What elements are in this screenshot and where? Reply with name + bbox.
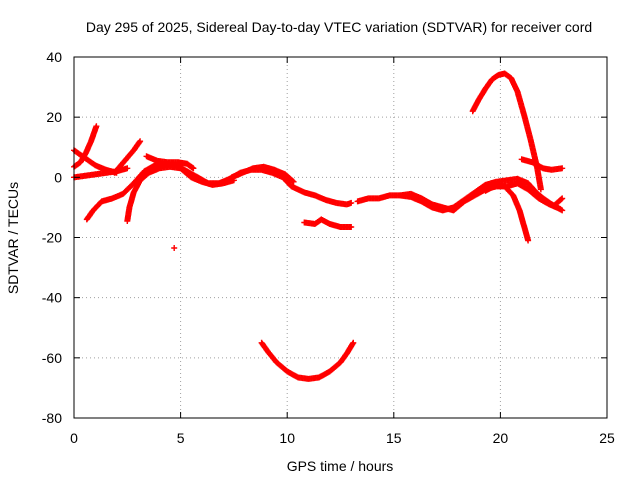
x-tick-label: 0 [70,430,78,446]
series-track-m-peak [469,70,544,193]
x-tick-label: 5 [177,430,185,446]
series-track-e-rise-3 [111,138,144,176]
y-tick-label: 40 [46,49,62,65]
x-axis-label: GPS time / hours [287,458,394,474]
y-tick-label: -60 [42,350,62,366]
series-track-i-bowl [258,339,357,382]
series-track-b-fall-1 [71,147,120,176]
y-tick-label: 0 [54,169,62,185]
x-tick-label: 15 [386,430,402,446]
data-point [137,138,144,145]
y-tick-label: -20 [42,230,62,246]
data-point [190,165,197,172]
data-point [350,339,357,346]
data-point [93,123,100,130]
data-point [124,165,131,172]
series-track-p-tail2 [529,186,566,209]
series-track-j-low [301,216,355,230]
data-point [171,245,178,251]
y-tick-label: -40 [42,290,62,306]
data-point [348,199,355,206]
data-point [559,207,566,214]
series-track-g-top [143,153,197,172]
chart-title: Day 295 of 2025, Sidereal Day-to-day VTE… [86,19,592,35]
series-track-a-rise-1 [71,123,100,170]
x-tick-label: 25 [599,430,615,446]
series-track-n-dive [482,181,532,244]
data-point [290,178,297,185]
series-outlier [171,245,178,251]
series-track-o-tail [518,156,566,173]
data-point [559,165,566,172]
series-track-h-mid [228,163,297,185]
data-point [537,186,544,193]
data-point [525,237,532,244]
data-point [559,195,566,202]
y-tick-label: 20 [46,109,62,125]
y-tick-label: -80 [42,410,62,426]
data-point [558,196,565,203]
tick-layer: 0 5 10 15 20 25 -80 -60 -40 -20 0 20 40 [42,49,615,446]
data-point [348,224,355,230]
x-tick-label: 20 [493,430,509,446]
y-axis-label: SDTVAR / TECUs [5,182,21,294]
x-tick-label: 10 [279,430,295,446]
